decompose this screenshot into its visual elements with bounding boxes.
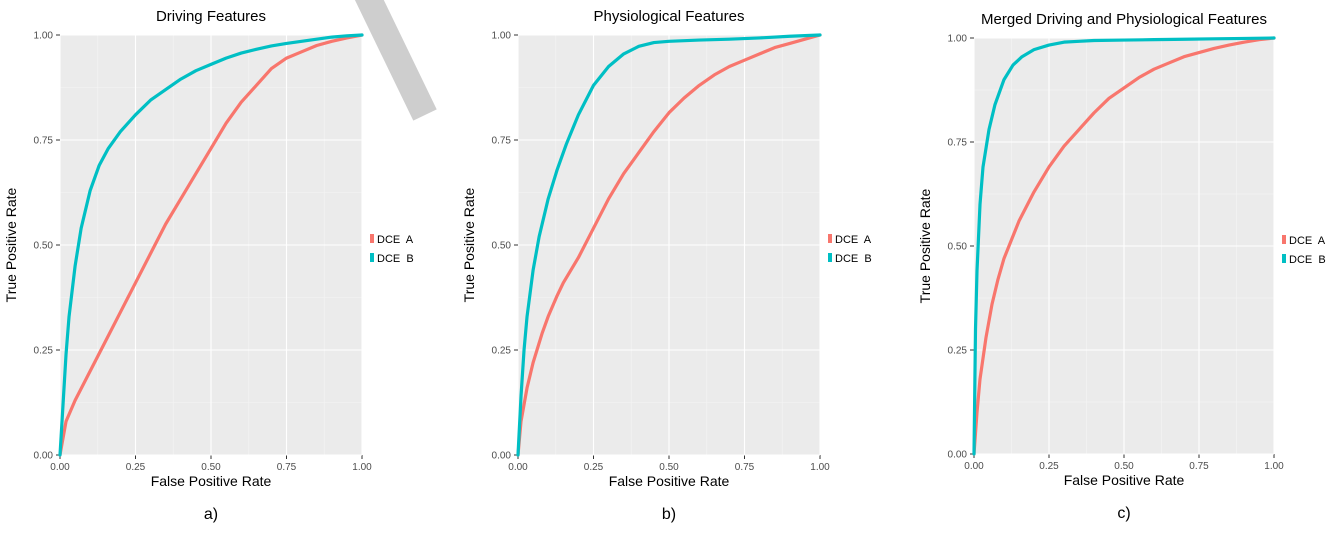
y-axis-label: True Positive Rate bbox=[461, 187, 477, 302]
chart-panel-1: 0.00 0.25 0.50 0.75 1.00 0.00 0.25 0.50 0.75 1.00… bbox=[3, 8, 414, 523]
y-axis-label: True Positive Rate bbox=[917, 188, 933, 303]
y-tick-label: 1.00 bbox=[948, 34, 968, 45]
x-axis-label: False Positive Rate bbox=[609, 473, 730, 489]
chart-title: Driving Features bbox=[156, 8, 266, 25]
legend-key-dce-b bbox=[370, 253, 374, 262]
chart-panel-3: 0.00 0.25 0.50 0.75 1.00 0.00 0.25 0.50 0.75 1.00… bbox=[917, 11, 1326, 522]
x-tick-label: 1.00 bbox=[352, 462, 372, 473]
x-tick-label: 0.25 bbox=[584, 462, 604, 473]
legend-label-dce-a: DCE A bbox=[1289, 235, 1326, 247]
y-tick-label: 0.50 bbox=[492, 241, 512, 252]
x-tick-label: 0.25 bbox=[126, 462, 146, 473]
y-tick-label: 0.50 bbox=[948, 242, 968, 253]
y-tick-label: 0.00 bbox=[948, 450, 968, 461]
series-line-dce-a bbox=[972, 36, 1276, 456]
legend-label-dce-a: DCE A bbox=[835, 234, 872, 246]
x-tick-label: 1.00 bbox=[1264, 461, 1284, 472]
series-line-dce-a bbox=[516, 33, 822, 457]
x-tick-label: 0.00 bbox=[50, 462, 70, 473]
y-tick-label: 0.25 bbox=[492, 346, 512, 357]
y-tick-label: 1.00 bbox=[34, 31, 54, 42]
x-tick-label: 0.75 bbox=[735, 462, 755, 473]
y-tick-label: 0.50 bbox=[34, 241, 54, 252]
x-tick-label: 0.75 bbox=[277, 462, 297, 473]
legend-key-dce-b bbox=[828, 253, 832, 262]
panel-caption: a) bbox=[204, 506, 218, 523]
x-tick-label: 0.00 bbox=[964, 461, 984, 472]
x-axis-label: False Positive Rate bbox=[1064, 472, 1185, 488]
y-tick-label: 1.00 bbox=[492, 31, 512, 42]
x-tick-label: 0.75 bbox=[1189, 461, 1209, 472]
x-axis-label: False Positive Rate bbox=[151, 473, 272, 489]
legend-key-dce-a bbox=[1282, 235, 1286, 244]
y-tick-label: 0.75 bbox=[34, 136, 54, 147]
chart-panel-2: 0.00 0.25 0.50 0.75 1.00 0.00 0.25 0.50 0.75 1.00… bbox=[461, 8, 872, 523]
x-tick-label: 0.50 bbox=[1114, 461, 1134, 472]
chart-title: Merged Driving and Physiological Feature… bbox=[981, 11, 1267, 28]
y-tick-label: 0.00 bbox=[492, 451, 512, 462]
series-line-dce-b bbox=[972, 36, 1276, 456]
y-tick-label: 0.25 bbox=[948, 346, 968, 357]
legend-label-dce-b: DCE B bbox=[835, 253, 872, 265]
legend-key-dce-a bbox=[828, 234, 832, 243]
legend-key-dce-b bbox=[1282, 254, 1286, 263]
y-tick-label: 0.25 bbox=[34, 346, 54, 357]
legend-label-dce-a: DCE A bbox=[377, 234, 414, 246]
x-tick-label: 1.00 bbox=[810, 462, 830, 473]
legend-label-dce-b: DCE B bbox=[377, 253, 414, 265]
x-tick-label: 0.25 bbox=[1039, 461, 1059, 472]
series-line-dce-b bbox=[516, 33, 822, 457]
y-tick-label: 0.75 bbox=[948, 138, 968, 149]
y-tick-label: 0.00 bbox=[34, 451, 54, 462]
legend-key-dce-a bbox=[370, 234, 374, 243]
y-tick-label: 0.75 bbox=[492, 136, 512, 147]
x-tick-label: 0.50 bbox=[659, 462, 679, 473]
chart-title: Physiological Features bbox=[594, 8, 745, 25]
panel-caption: b) bbox=[662, 506, 676, 523]
panel-caption: c) bbox=[1117, 505, 1130, 522]
x-tick-label: 0.50 bbox=[201, 462, 221, 473]
legend-label-dce-b: DCE B bbox=[1289, 254, 1326, 266]
y-axis-label: True Positive Rate bbox=[3, 187, 19, 302]
series-line-dce-a bbox=[58, 33, 364, 457]
series-line-dce-b bbox=[58, 33, 364, 457]
x-tick-label: 0.00 bbox=[508, 462, 528, 473]
